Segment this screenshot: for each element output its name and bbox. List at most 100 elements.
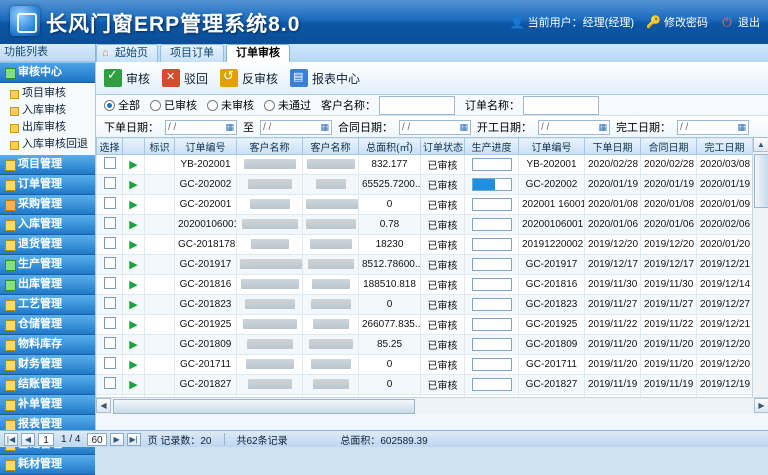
row-checkbox[interactable] <box>104 297 116 309</box>
cell-select[interactable] <box>97 315 123 335</box>
play-icon[interactable]: ▶ <box>129 219 137 231</box>
first-page-button[interactable]: |◀ <box>4 433 18 446</box>
page-number-input[interactable]: 1 <box>38 433 54 446</box>
order-name-input[interactable] <box>523 96 599 115</box>
tab-project-order[interactable]: 项目订单 <box>160 44 224 62</box>
calendar-icon[interactable]: ▦ <box>737 122 746 133</box>
vertical-scroll-thumb[interactable] <box>754 154 768 208</box>
sidebar-item-purchase-mgmt[interactable]: 采购管理 <box>0 195 95 215</box>
page-size-input[interactable]: 60 <box>87 433 106 446</box>
calendar-icon[interactable]: ▦ <box>598 122 607 133</box>
sidebar-item-inbound-audit[interactable]: 入库审核 <box>0 102 95 119</box>
col-select[interactable]: 选择 <box>97 138 123 155</box>
row-checkbox[interactable] <box>104 257 116 269</box>
row-checkbox[interactable] <box>104 237 116 249</box>
sidebar-item-order-mgmt[interactable]: 订单管理 <box>0 175 95 195</box>
play-icon[interactable]: ▶ <box>129 259 137 271</box>
sidebar-item-warehouse-mgmt[interactable]: 仓储管理 <box>0 315 95 335</box>
row-checkbox[interactable] <box>104 157 116 169</box>
cell-action[interactable]: ▶ <box>123 175 145 195</box>
cell-select[interactable] <box>97 255 123 275</box>
cell-select[interactable] <box>97 235 123 255</box>
col-production-progress[interactable]: 生产进度 <box>465 138 519 155</box>
col-total-area[interactable]: 总面积(㎡) <box>359 138 421 155</box>
calendar-icon[interactable]: ▦ <box>459 122 468 133</box>
sidebar-item-outbound-mgmt[interactable]: 出库管理 <box>0 275 95 295</box>
col-finish-date[interactable]: 完工日期 <box>697 138 753 155</box>
report-center-button[interactable]: 报表中心 <box>290 69 360 87</box>
last-page-button[interactable]: ▶| <box>127 433 141 446</box>
sidebar-item-supplement-mgmt[interactable]: 补单管理 <box>0 395 95 415</box>
reject-button[interactable]: 驳回 <box>162 69 208 87</box>
finish-date-input[interactable]: / /▦ <box>677 120 749 135</box>
next-page-button[interactable]: ▶ <box>110 433 124 446</box>
logout-button[interactable]: ⏻ 退出 <box>720 14 760 30</box>
tab-order-audit[interactable]: 订单审核 <box>226 44 290 62</box>
sidebar-item-outbound-audit[interactable]: 出库审核 <box>0 119 95 136</box>
row-checkbox[interactable] <box>104 197 116 209</box>
change-password-button[interactable]: 🔑 修改密码 <box>646 14 708 30</box>
sidebar-item-craft-mgmt[interactable]: 工艺管理 <box>0 295 95 315</box>
cell-select[interactable] <box>97 175 123 195</box>
customer-name-input[interactable] <box>379 96 455 115</box>
play-icon[interactable]: ▶ <box>129 279 137 291</box>
grid-vertical-scrollbar[interactable]: ▲ ▼ <box>752 137 768 414</box>
sidebar-item-project-audit[interactable]: 项目审核 <box>0 85 95 102</box>
play-icon[interactable]: ▶ <box>129 339 137 351</box>
sidebar-item-return-mgmt[interactable]: 退货管理 <box>0 235 95 255</box>
play-icon[interactable]: ▶ <box>129 179 137 191</box>
filter-all[interactable]: 全部 <box>104 97 140 113</box>
sidebar-item-project-mgmt[interactable]: 项目管理 <box>0 155 95 175</box>
sidebar-item-production-mgmt[interactable]: 生产管理 <box>0 255 95 275</box>
sidebar-item-finance-mgmt[interactable]: 财务管理 <box>0 355 95 375</box>
scroll-right-button[interactable]: ▶ <box>754 398 768 413</box>
col-customer-name-2[interactable]: 客户名称 <box>303 138 359 155</box>
row-checkbox[interactable] <box>104 277 116 289</box>
col-flag[interactable]: 标识 <box>145 138 175 155</box>
sidebar-item-consumable-mgmt[interactable]: 耗材管理 <box>0 455 95 475</box>
horizontal-scroll-thumb[interactable] <box>113 399 415 414</box>
cell-action[interactable]: ▶ <box>123 355 145 375</box>
row-checkbox[interactable] <box>104 337 116 349</box>
cell-select[interactable] <box>97 335 123 355</box>
cell-select[interactable] <box>97 375 123 395</box>
play-icon[interactable]: ▶ <box>129 199 137 211</box>
row-checkbox[interactable] <box>104 217 116 229</box>
cell-select[interactable] <box>97 355 123 375</box>
start-date-input[interactable]: / /▦ <box>538 120 610 135</box>
cell-action[interactable]: ▶ <box>123 315 145 335</box>
col-contract-date[interactable]: 合同日期 <box>641 138 697 155</box>
cell-action[interactable]: ▶ <box>123 375 145 395</box>
cell-action[interactable]: ▶ <box>123 255 145 275</box>
grid-horizontal-scrollbar[interactable]: ◀ ▶ <box>96 397 768 414</box>
sidebar-item-material-stock[interactable]: 物料库存 <box>0 335 95 355</box>
filter-unaudited[interactable]: 未审核 <box>207 97 254 113</box>
col-order-no[interactable]: 订单编号 <box>519 138 585 155</box>
audit-button[interactable]: 审核 <box>104 69 150 87</box>
sidebar-group-audit-center[interactable]: 审核中心 <box>0 62 95 83</box>
cell-select[interactable] <box>97 155 123 175</box>
calendar-icon[interactable]: ▦ <box>320 122 329 133</box>
col-order-code[interactable]: 订单编号 <box>175 138 237 155</box>
row-checkbox[interactable] <box>104 357 116 369</box>
scroll-left-button[interactable]: ◀ <box>96 398 111 413</box>
cell-action[interactable]: ▶ <box>123 155 145 175</box>
play-icon[interactable]: ▶ <box>129 159 137 171</box>
cell-action[interactable]: ▶ <box>123 215 145 235</box>
row-checkbox[interactable] <box>104 317 116 329</box>
cell-action[interactable]: ▶ <box>123 275 145 295</box>
play-icon[interactable]: ▶ <box>129 239 137 251</box>
orders-grid[interactable]: 选择 标识 订单编号 客户名称 客户名称 总面积(㎡) 订单状态 生产进度 订单… <box>96 137 768 414</box>
play-icon[interactable]: ▶ <box>129 319 137 331</box>
unaudit-button[interactable]: 反审核 <box>220 69 278 87</box>
